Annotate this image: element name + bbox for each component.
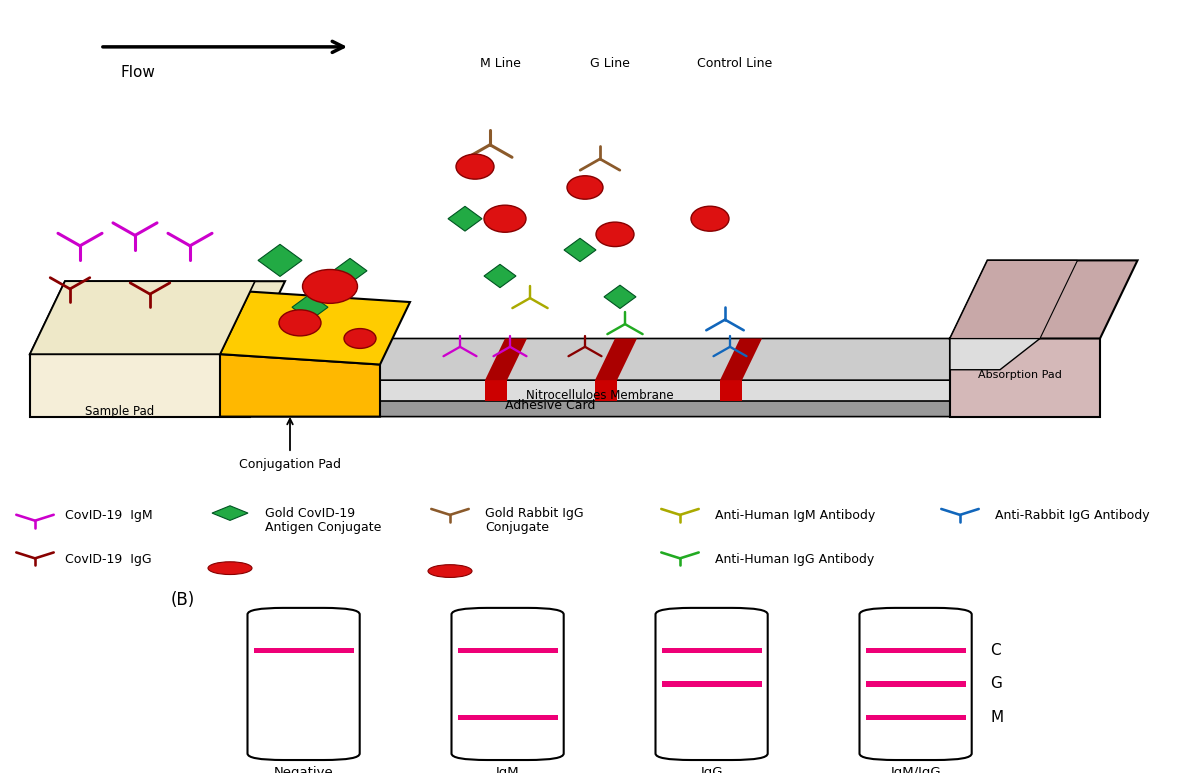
Text: Nitrocelluloes Membrane: Nitrocelluloes Membrane [526,390,674,402]
Polygon shape [950,261,1078,339]
Polygon shape [30,281,286,354]
Text: M: M [990,710,1003,725]
Polygon shape [30,281,256,354]
Text: Conjugate: Conjugate [485,521,550,534]
Text: CovID-19  IgG: CovID-19 IgG [65,553,151,566]
Ellipse shape [456,154,494,179]
Ellipse shape [568,175,604,199]
Polygon shape [320,339,970,380]
Polygon shape [30,354,250,417]
Text: Antigen Conjugate: Antigen Conjugate [265,521,382,534]
Text: C: C [990,643,1001,658]
FancyBboxPatch shape [661,681,762,686]
FancyBboxPatch shape [865,714,966,720]
FancyBboxPatch shape [859,608,972,760]
Polygon shape [950,339,1040,369]
Polygon shape [950,261,1138,339]
Text: Gold CovID-19: Gold CovID-19 [265,506,355,519]
Polygon shape [334,258,367,283]
Ellipse shape [344,329,376,349]
Text: G Line: G Line [590,57,630,70]
Text: G: G [990,676,1002,692]
FancyBboxPatch shape [457,648,558,653]
Polygon shape [564,238,596,261]
Polygon shape [220,354,380,417]
Polygon shape [720,380,742,401]
Polygon shape [485,380,506,401]
Text: Conjugation Pad: Conjugation Pad [239,458,341,472]
Text: Absorption Pad: Absorption Pad [978,370,1062,380]
Polygon shape [30,396,1060,417]
Polygon shape [212,506,248,520]
FancyBboxPatch shape [661,648,762,653]
Text: IgM
Positive: IgM Positive [482,765,533,773]
Text: Anti-Human IgM Antibody: Anti-Human IgM Antibody [715,509,875,523]
FancyBboxPatch shape [457,714,558,720]
Polygon shape [720,339,762,380]
Ellipse shape [596,222,634,247]
Text: Anti-Rabbit IgG Antibody: Anti-Rabbit IgG Antibody [995,509,1150,523]
Polygon shape [220,291,410,365]
Polygon shape [595,339,637,380]
Ellipse shape [302,270,358,303]
Text: (B): (B) [172,591,196,609]
FancyBboxPatch shape [247,608,360,760]
Text: Gold Rabbit IgG: Gold Rabbit IgG [485,506,583,519]
Circle shape [208,562,252,574]
Polygon shape [484,264,516,288]
Text: CovID-19  IgM: CovID-19 IgM [65,509,152,523]
Text: Negative: Negative [274,765,334,773]
Polygon shape [595,380,617,401]
Text: Control Line: Control Line [697,57,773,70]
FancyBboxPatch shape [655,608,768,760]
Ellipse shape [484,205,526,232]
Text: Anti-Human IgG Antibody: Anti-Human IgG Antibody [715,553,875,566]
Text: Flow: Flow [120,65,155,80]
Polygon shape [485,339,527,380]
Text: IgG
Positive: IgG Positive [686,765,737,773]
FancyBboxPatch shape [451,608,564,760]
FancyBboxPatch shape [253,648,354,653]
Circle shape [428,564,472,577]
Polygon shape [950,339,1100,417]
Text: Sample Pad: Sample Pad [85,405,155,418]
Polygon shape [258,244,302,277]
Text: M Line: M Line [480,57,521,70]
Ellipse shape [691,206,730,231]
FancyBboxPatch shape [865,681,966,686]
FancyBboxPatch shape [865,648,966,653]
Text: IgM/IgG
Positive: IgM/IgG Positive [890,765,941,773]
Ellipse shape [278,310,322,336]
Polygon shape [604,285,636,308]
Polygon shape [448,206,482,231]
Polygon shape [292,294,328,320]
Polygon shape [320,380,950,401]
Text: Adhesive Card: Adhesive Card [505,400,595,413]
